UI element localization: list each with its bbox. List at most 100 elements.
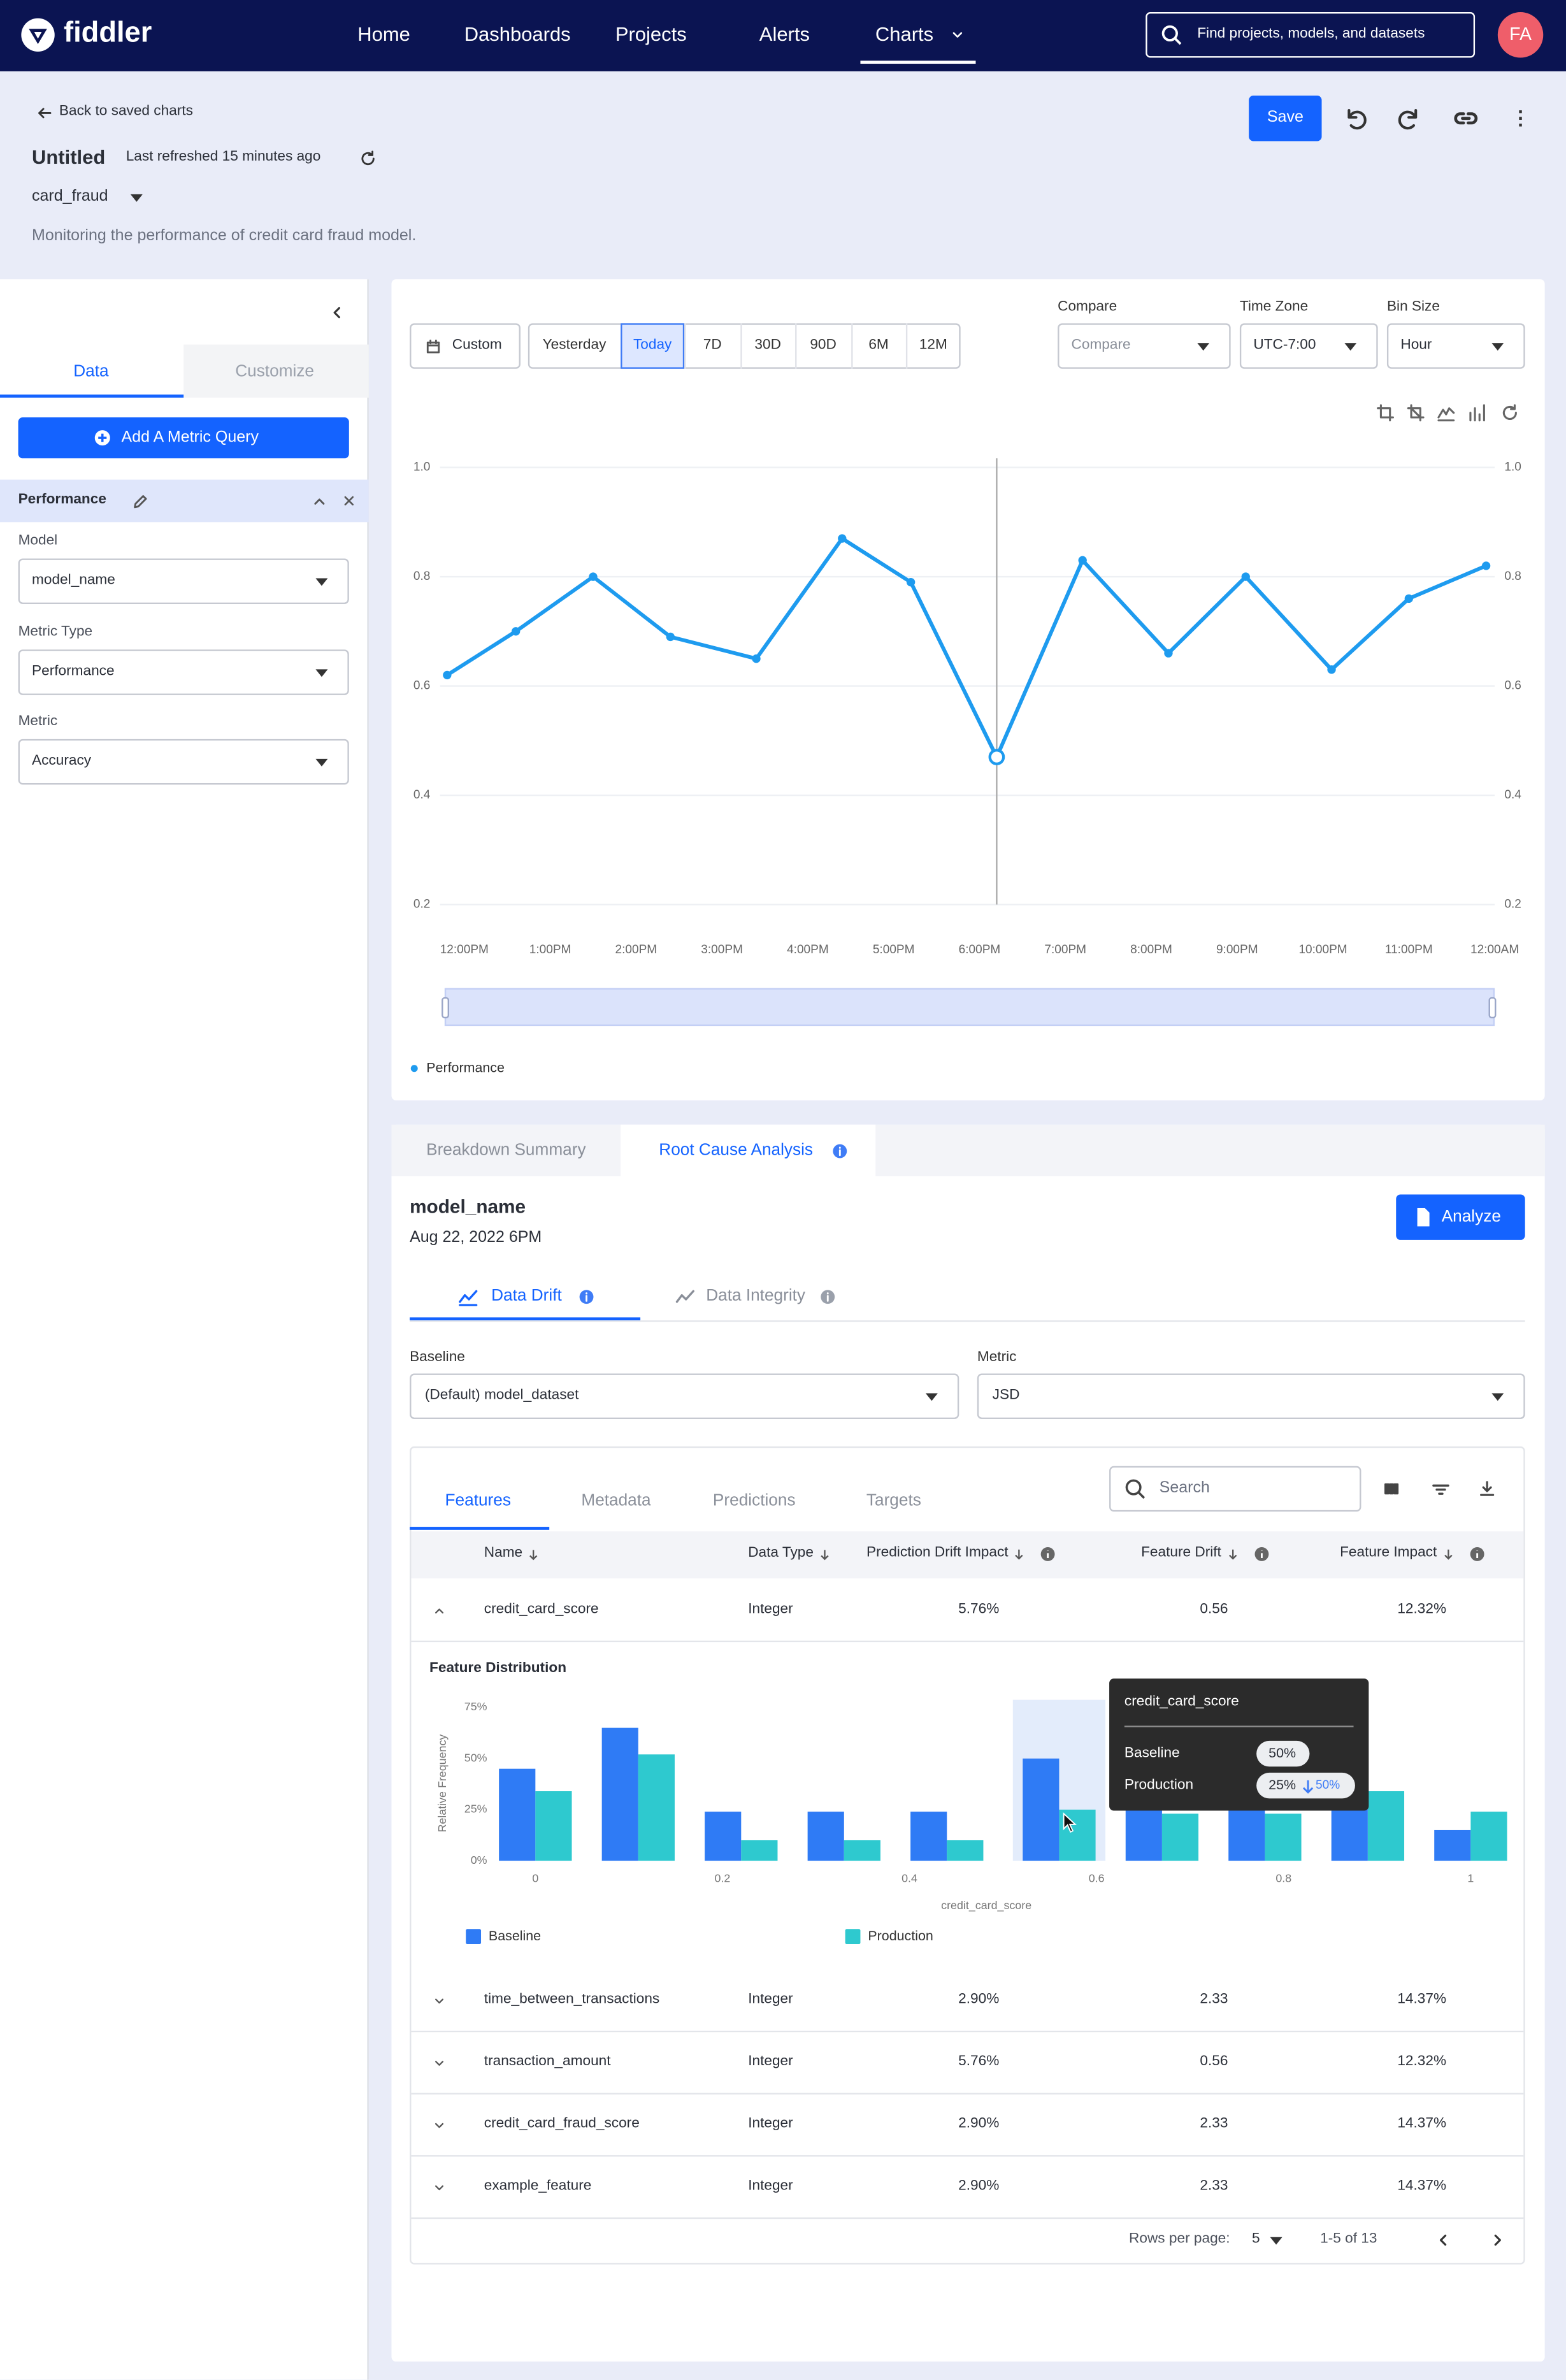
select-box[interactable] xyxy=(977,1373,1525,1419)
table-cell: 2.33 xyxy=(1200,2115,1228,2132)
rows-per-page[interactable]: 5 xyxy=(1251,2230,1260,2247)
column-header[interactable]: Feature Impact xyxy=(1340,1545,1485,1562)
column-header[interactable]: Feature Drift xyxy=(1141,1545,1270,1562)
select-box[interactable] xyxy=(410,1373,959,1419)
sidebar-tab[interactable]: Customize xyxy=(235,363,314,381)
refresh-icon[interactable] xyxy=(359,150,375,166)
next-page[interactable] xyxy=(1489,2231,1507,2249)
feature-tab[interactable]: Targets xyxy=(866,1492,921,1510)
remove-query[interactable] xyxy=(341,493,357,508)
back-link[interactable]: Back to saved charts xyxy=(59,103,193,120)
nav-link[interactable]: Alerts xyxy=(759,22,810,46)
analysis-tab[interactable]: Root Cause Analysis xyxy=(659,1141,814,1160)
restore-tool[interactable] xyxy=(1501,404,1519,422)
range-button[interactable] xyxy=(905,323,961,369)
nav-link[interactable]: Projects xyxy=(615,22,687,46)
expand-row[interactable] xyxy=(432,2118,445,2131)
zoom-tool-glyph xyxy=(1377,404,1395,422)
select-value: Compare xyxy=(1071,336,1131,354)
range-custom-box[interactable] xyxy=(410,323,521,369)
edit-query[interactable] xyxy=(131,493,148,509)
features-card xyxy=(410,1446,1525,2265)
range-label: 7D xyxy=(703,336,722,354)
collapse-row[interactable] xyxy=(432,1603,445,1617)
zoom-back-tool[interactable] xyxy=(1407,404,1425,422)
feature-tab[interactable]: Features xyxy=(445,1492,511,1510)
field-select[interactable] xyxy=(18,739,349,785)
save-button[interactable] xyxy=(1249,96,1322,141)
tooltip-value: 25% xyxy=(1268,1777,1297,1793)
range-label: Yesterday xyxy=(542,336,607,354)
info-icon xyxy=(832,1143,847,1158)
feature-tab[interactable]: Metadata xyxy=(581,1492,651,1510)
range-label: 12M xyxy=(919,336,947,354)
nav-link[interactable]: Dashboards xyxy=(464,22,571,46)
chart-card xyxy=(391,279,1545,1100)
avatar[interactable] xyxy=(1497,12,1544,58)
info-icon xyxy=(820,1289,834,1303)
redo-button-glyph xyxy=(1398,109,1418,130)
subtab-divider xyxy=(410,1320,1525,1322)
range-button[interactable] xyxy=(740,323,795,369)
logo-mark xyxy=(29,29,47,45)
time-slider[interactable] xyxy=(444,988,1495,1027)
collapse-button[interactable] xyxy=(327,303,346,322)
analyze-label: Analyze xyxy=(1441,1208,1501,1227)
download-button[interactable] xyxy=(1478,1480,1497,1498)
nav-chevron xyxy=(952,32,963,38)
zoom-tool[interactable] xyxy=(1376,404,1395,422)
feature-search[interactable] xyxy=(1109,1466,1361,1512)
search-glyph xyxy=(1161,25,1182,45)
range-button[interactable] xyxy=(684,323,740,369)
expand-row[interactable] xyxy=(432,1993,445,2007)
expand-row[interactable] xyxy=(432,2180,445,2193)
add-query-button[interactable] xyxy=(18,417,349,459)
tooltip-value: 50% xyxy=(1268,1745,1297,1761)
project-select[interactable]: card_fraud xyxy=(32,187,108,206)
nav-link[interactable]: Home xyxy=(357,22,410,46)
table-cell: 14.37% xyxy=(1397,2177,1447,2195)
redo-button[interactable] xyxy=(1398,106,1422,131)
range-active[interactable] xyxy=(621,323,685,369)
analysis-subtab[interactable]: Data Drift xyxy=(491,1287,562,1306)
line-tool[interactable] xyxy=(1437,404,1456,422)
expand-row[interactable] xyxy=(432,2056,445,2069)
undo-button[interactable] xyxy=(1343,106,1367,131)
prev-page[interactable] xyxy=(1434,2231,1453,2249)
analysis-tab[interactable]: Breakdown Summary xyxy=(426,1141,586,1160)
table-header xyxy=(411,1531,1524,1579)
search-box[interactable] xyxy=(1146,12,1476,58)
select-box[interactable] xyxy=(1058,323,1231,369)
table-cell: credit_card_score xyxy=(484,1601,599,1618)
select-box[interactable] xyxy=(1239,323,1378,369)
columns-button[interactable] xyxy=(1383,1480,1401,1498)
field-select[interactable] xyxy=(18,649,349,695)
range-button[interactable] xyxy=(851,323,906,369)
table-cell: 12.32% xyxy=(1397,2053,1447,2070)
column-header[interactable]: Name xyxy=(484,1545,541,1562)
sort-glyph xyxy=(1016,1549,1024,1560)
field-value: model_name xyxy=(32,572,115,589)
link-button[interactable] xyxy=(1452,105,1479,132)
field-select[interactable] xyxy=(18,558,349,604)
column-header[interactable]: Prediction Drift Impact xyxy=(866,1545,1057,1562)
analysis-subtab[interactable]: Data Integrity xyxy=(706,1287,806,1306)
sidebar-tab[interactable]: Data xyxy=(73,363,109,381)
feature-tab[interactable]: Predictions xyxy=(712,1492,796,1510)
nav-link[interactable]: Charts xyxy=(875,22,934,46)
slider-handle-left[interactable] xyxy=(442,997,450,1019)
query-row[interactable] xyxy=(0,479,369,523)
tooltip-change: 50% xyxy=(1316,1778,1340,1792)
filter-button[interactable] xyxy=(1430,1479,1450,1499)
chart-tooltip: credit_card_score Baseline 50% Productio… xyxy=(1109,1678,1369,1811)
range-button[interactable] xyxy=(795,323,851,369)
slider-handle-right[interactable] xyxy=(1488,997,1497,1019)
collapse-query[interactable] xyxy=(310,493,327,509)
bar-tool[interactable] xyxy=(1467,404,1486,422)
calendar-icon-glyph xyxy=(426,338,439,353)
back-icon xyxy=(37,107,51,118)
field-value: Accuracy xyxy=(32,752,92,770)
more-button[interactable] xyxy=(1508,106,1532,131)
column-header[interactable]: Data Type xyxy=(748,1545,831,1562)
collapse-row-glyph xyxy=(434,1608,443,1613)
